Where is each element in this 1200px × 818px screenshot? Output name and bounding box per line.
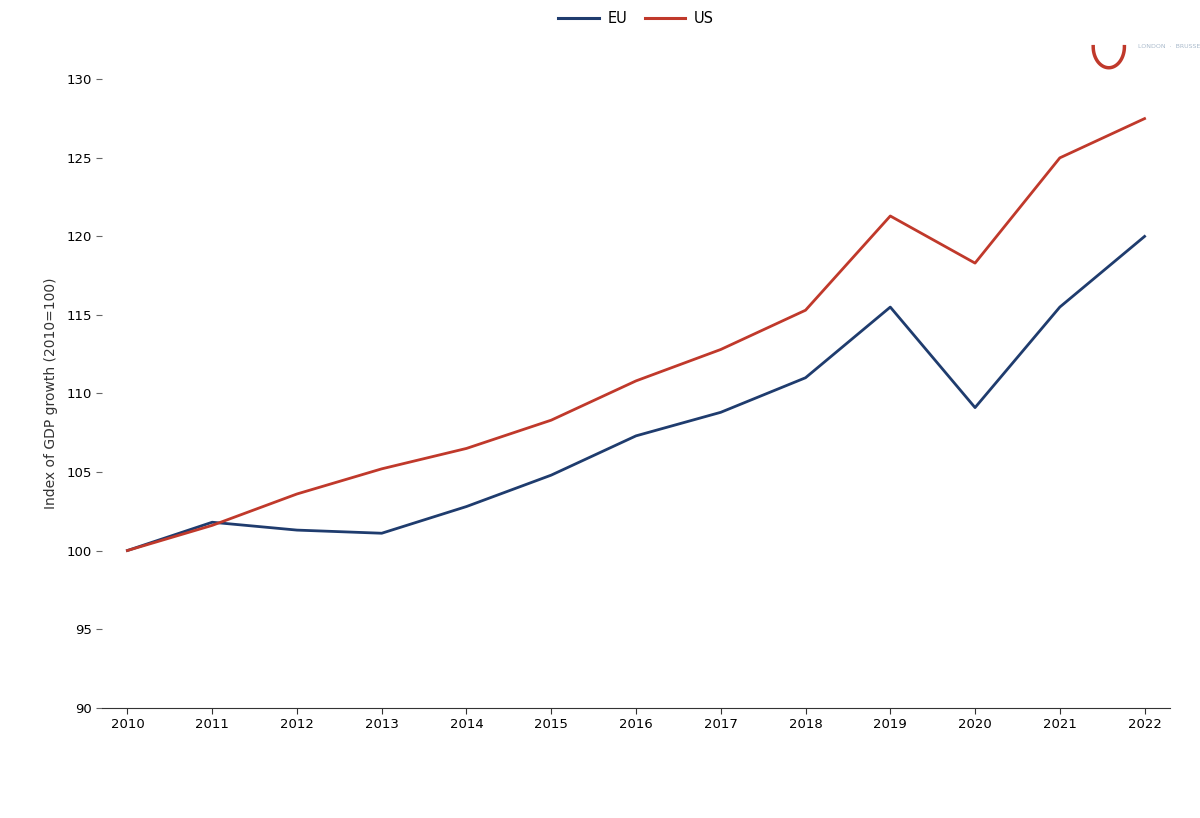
EU (798, 373, 812, 383)
EU (289, 525, 304, 535)
Y-axis label: Index of GDP growth (2010=100): Index of GDP growth (2010=100) (43, 277, 58, 510)
Text: Source: IMF World Economic Outlook, October 2023.: Source: IMF World Economic Outlook, Octo… (16, 787, 364, 800)
US (460, 443, 474, 453)
Line: EU: EU (127, 236, 1145, 551)
US (120, 546, 134, 555)
Text: LONDON  ·  BRUSSELS  ·  BERLIN: LONDON · BRUSSELS · BERLIN (1138, 44, 1200, 49)
EU (374, 528, 389, 538)
EU (1138, 231, 1152, 241)
Text: CENTRE FOR EUROPEAN REFORM: CENTRE FOR EUROPEAN REFORM (1138, 22, 1200, 31)
EU (714, 407, 728, 417)
US (374, 464, 389, 474)
Text: 25: 25 (1076, 17, 1120, 46)
US (629, 376, 643, 386)
US (798, 305, 812, 315)
Legend: EU, US: EU, US (552, 5, 720, 32)
Text: Chart 1: The US has grown faster than the EU: Chart 1: The US has grown faster than th… (277, 28, 779, 47)
EU (544, 470, 558, 480)
US (714, 344, 728, 354)
Line: US: US (127, 119, 1145, 551)
EU (120, 546, 134, 555)
US (1052, 153, 1067, 163)
US (883, 211, 898, 221)
US (289, 489, 304, 499)
US (544, 416, 558, 425)
EU (460, 501, 474, 511)
EU (968, 402, 983, 412)
EU (1052, 302, 1067, 312)
US (205, 520, 220, 530)
US (968, 258, 983, 268)
US (1138, 114, 1152, 124)
EU (629, 431, 643, 441)
EU (883, 302, 898, 312)
EU (205, 517, 220, 527)
